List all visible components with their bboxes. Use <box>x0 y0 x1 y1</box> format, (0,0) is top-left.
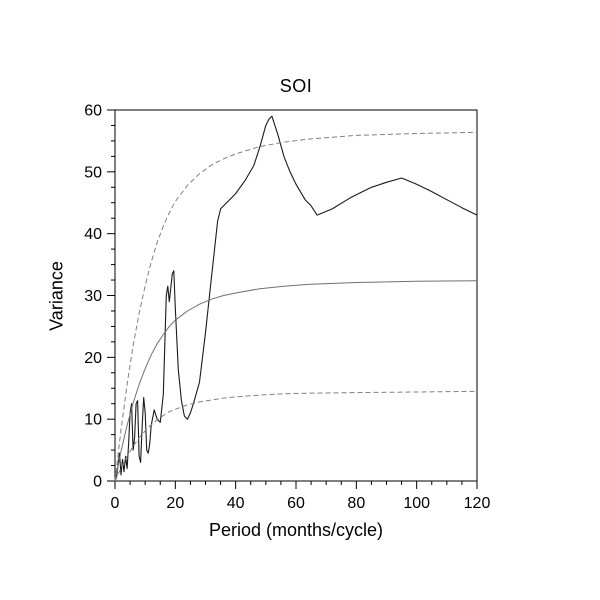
chart-title: SOI <box>279 76 313 96</box>
y-tick-label: 60 <box>84 103 102 120</box>
x-tick-label: 80 <box>347 495 365 512</box>
y-tick-label: 50 <box>84 164 102 181</box>
y-tick-label: 30 <box>84 288 102 305</box>
y-tick-label: 0 <box>93 474 102 491</box>
x-tick-label: 40 <box>227 495 245 512</box>
x-axis-label: Period (months/cycle) <box>208 520 384 540</box>
x-tick-label: 60 <box>287 495 305 512</box>
plot-frame <box>114 109 478 482</box>
y-tick-label: 40 <box>84 226 102 243</box>
x-tick-label: 100 <box>403 495 430 512</box>
x-tick-label: 20 <box>166 495 184 512</box>
series-upper-confidence-bound-line <box>114 131 478 482</box>
series-spectrum-line <box>114 115 478 482</box>
series-mean-red-noise-background-line <box>114 280 478 482</box>
y-tick-label: 20 <box>84 350 102 367</box>
series-lower-confidence-bound-line <box>114 390 478 482</box>
x-tick-label: 0 <box>111 495 120 512</box>
x-tick-label: 120 <box>464 495 491 512</box>
y-tick-label: 10 <box>84 412 102 429</box>
